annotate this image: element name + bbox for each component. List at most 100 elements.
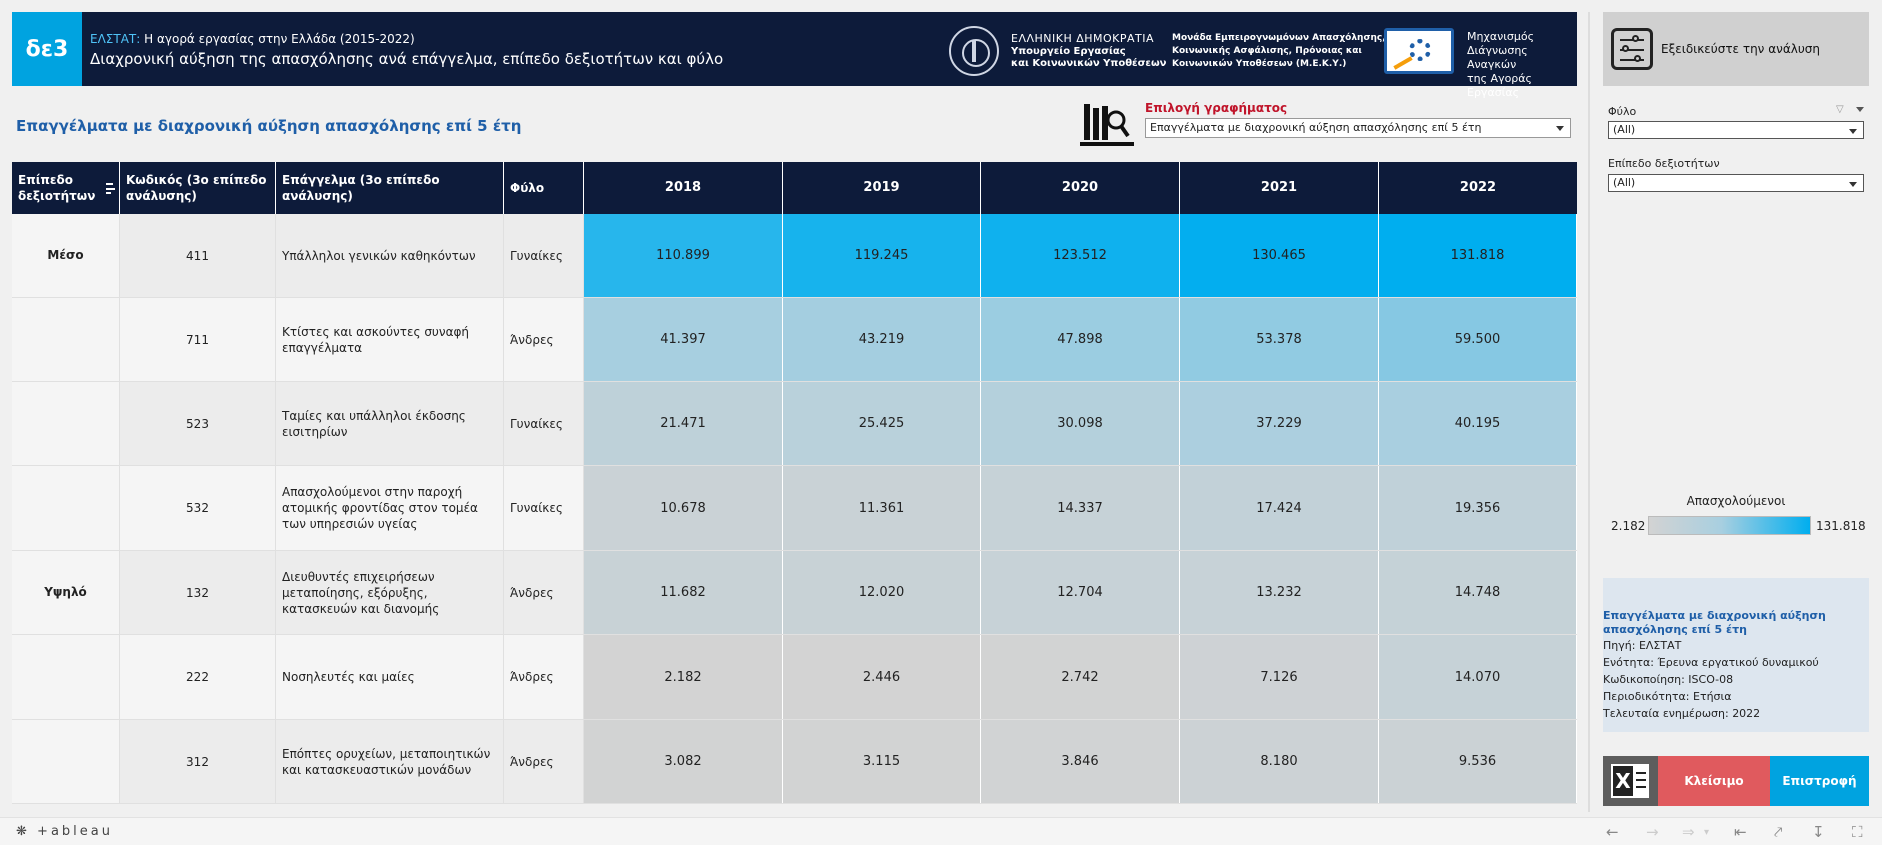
value-cell[interactable]: 59.500 [1379, 298, 1577, 381]
code-cell[interactable]: 532 [120, 466, 276, 550]
occupation-cell[interactable]: Υπάλληλοι γενικών καθηκόντων [276, 214, 504, 297]
value-cell[interactable]: 11.361 [783, 466, 981, 550]
value-cell[interactable]: 3.115 [783, 720, 981, 803]
value-cell[interactable]: 43.219 [783, 298, 981, 381]
value-cell[interactable]: 40.195 [1379, 382, 1577, 465]
value-cell[interactable]: 10.678 [584, 466, 783, 550]
filter-menu-icon[interactable] [1856, 107, 1864, 112]
value-cell[interactable]: 14.337 [981, 466, 1180, 550]
value-cell[interactable]: 53.378 [1180, 298, 1379, 381]
column-header-year[interactable]: 2019 [783, 162, 981, 214]
value-cell[interactable]: 3.082 [584, 720, 783, 803]
value-cell[interactable]: 37.229 [1180, 382, 1379, 465]
mek-unit-name: Μονάδα Εμπειρογνωμόνων Απασχόλησης, Κοιν… [1172, 32, 1386, 71]
code-cell[interactable]: 523 [120, 382, 276, 465]
share-icon[interactable]: ⤤ [1774, 823, 1783, 841]
info-updated-value: 2022 [1732, 707, 1761, 720]
value-cell[interactable]: 2.182 [584, 635, 783, 719]
value-cell[interactable]: 14.070 [1379, 635, 1577, 719]
value-cell[interactable]: 12.704 [981, 551, 1180, 634]
column-header-occupation[interactable]: Επάγγελμα (3ο επίπεδο ανάλυσης) [276, 162, 504, 214]
occupation-cell[interactable]: Κτίστες και ασκούντες συναφή επαγγέλματα [276, 298, 504, 381]
code-cell[interactable]: 312 [120, 720, 276, 803]
table-row[interactable]: 222 Νοσηλευτές και μαίες Άνδρες 2.182 2.446 2… [12, 635, 1577, 720]
books-search-icon [1080, 104, 1134, 146]
value-cell[interactable]: 17.424 [1180, 466, 1379, 550]
occupation-cell[interactable]: Ταμίες και υπάλληλοι έκδοσης εισιτηρίων [276, 382, 504, 465]
value-cell[interactable]: 12.020 [783, 551, 981, 634]
gender-cell[interactable]: Γυναίκες [504, 214, 584, 297]
value-cell[interactable]: 3.846 [981, 720, 1180, 803]
gender-cell[interactable]: Άνδρες [504, 551, 584, 634]
employment-table: Επίπεδο δεξιοτήτων Κωδικός (3ο επίπεδο α… [12, 162, 1577, 806]
header-subtitle-text: Η αγορά εργασίας στην Ελλάδα (2015-2022) [144, 32, 415, 46]
chevron-down-icon[interactable]: ▾ [1704, 827, 1710, 838]
value-cell[interactable]: 2.446 [783, 635, 981, 719]
occupation-cell[interactable]: Απασχολούμενοι στην παροχή ατομικής φρον… [276, 466, 504, 550]
info-coding: Κωδικοποίηση: ISCO-08 [1603, 671, 1869, 688]
sort-icon[interactable] [106, 183, 115, 194]
table-row[interactable]: 523 Ταμίες και υπάλληλοι έκδοσης εισιτηρί… [12, 382, 1577, 466]
tableau-logo[interactable]: ❋ +ableau [16, 824, 113, 839]
value-cell[interactable]: 123.512 [981, 214, 1180, 297]
table-row[interactable]: 711 Κτίστες και ασκούντες συναφή επαγγέλμ… [12, 298, 1577, 382]
gender-cell[interactable]: Άνδρες [504, 635, 584, 719]
column-header-gender[interactable]: Φύλο [504, 162, 584, 214]
value-cell[interactable]: 130.465 [1180, 214, 1379, 297]
table-row[interactable]: 411 Υπάλληλοι γενικών καθηκόντων Γυναίκες 1… [12, 214, 1577, 298]
panel-divider [1588, 12, 1590, 812]
value-cell[interactable]: 9.536 [1379, 720, 1577, 803]
gender-cell[interactable]: Άνδρες [504, 298, 584, 381]
value-cell[interactable]: 25.425 [783, 382, 981, 465]
level-cell-high[interactable]: Υψηλό [12, 551, 120, 804]
value-cell[interactable]: 8.180 [1180, 720, 1379, 803]
value-cell[interactable]: 7.126 [1180, 635, 1379, 719]
value-cell[interactable]: 110.899 [584, 214, 783, 297]
revert-icon[interactable]: ⇒ [1682, 823, 1695, 841]
filter-icon[interactable]: ▽ [1836, 104, 1844, 115]
occupation-cell[interactable]: Νοσηλευτές και μαίες [276, 635, 504, 719]
value-cell[interactable]: 30.098 [981, 382, 1180, 465]
code-cell[interactable]: 222 [120, 635, 276, 719]
value-cell[interactable]: 131.818 [1379, 214, 1577, 297]
code-cell[interactable]: 711 [120, 298, 276, 381]
download-icon[interactable]: ↧ [1812, 823, 1825, 841]
column-header-year[interactable]: 2018 [584, 162, 783, 214]
value-cell[interactable]: 47.898 [981, 298, 1180, 381]
undo-icon[interactable]: ← [1606, 823, 1619, 841]
back-button[interactable]: Επιστροφή [1770, 756, 1869, 806]
value-cell[interactable]: 19.356 [1379, 466, 1577, 550]
gear-icon [1409, 39, 1431, 61]
column-header-year[interactable]: 2021 [1180, 162, 1379, 214]
chart-selector-dropdown[interactable]: Επαγγέλματα με διαχρονική αύξηση απασχόλ… [1145, 118, 1571, 138]
value-cell[interactable]: 2.742 [981, 635, 1180, 719]
fullscreen-icon[interactable]: ⛶ [1852, 823, 1863, 841]
table-row[interactable]: 132 Διευθυντές επιχειρήσεων μεταποίησης, … [12, 551, 1577, 635]
code-cell[interactable]: 132 [120, 551, 276, 634]
analysis-header[interactable]: Εξειδικεύστε την ανάλυση [1603, 12, 1869, 86]
table-row[interactable]: 532 Απασχολούμενοι στην παροχή ατομικής φ… [12, 466, 1577, 551]
column-header-level[interactable]: Επίπεδο δεξιοτήτων [12, 162, 120, 214]
table-row[interactable]: 312 Επόπτες ορυχείων, μεταποιητικών και κ… [12, 720, 1577, 804]
value-cell[interactable]: 21.471 [584, 382, 783, 465]
column-header-year[interactable]: 2022 [1459, 180, 1497, 195]
occupation-cell[interactable]: Επόπτες ορυχείων, μεταποιητικών και κατα… [276, 720, 504, 803]
level-filter-select[interactable]: (All) [1608, 174, 1864, 192]
gender-cell[interactable]: Γυναίκες [504, 382, 584, 465]
value-cell[interactable]: 14.748 [1379, 551, 1577, 634]
column-header-year[interactable]: 2020 [981, 162, 1180, 214]
close-button[interactable]: Κλείσιμο [1658, 756, 1770, 806]
value-cell[interactable]: 119.245 [783, 214, 981, 297]
code-cell[interactable]: 411 [120, 214, 276, 297]
occupation-cell[interactable]: Διευθυντές επιχειρήσεων μεταποίησης, εξό… [276, 551, 504, 634]
gender-cell[interactable]: Άνδρες [504, 720, 584, 803]
excel-export-button[interactable]: X [1603, 756, 1658, 806]
column-header-code[interactable]: Κωδικός (3ο επίπεδο ανάλυσης) [120, 162, 276, 214]
gender-cell[interactable]: Γυναίκες [504, 466, 584, 550]
value-cell[interactable]: 13.232 [1180, 551, 1379, 634]
gender-filter-select[interactable]: (All) [1608, 121, 1864, 139]
value-cell[interactable]: 11.682 [584, 551, 783, 634]
value-cell[interactable]: 41.397 [584, 298, 783, 381]
redo-icon[interactable]: → [1646, 823, 1659, 841]
first-page-icon[interactable]: ⇤ [1734, 823, 1747, 841]
